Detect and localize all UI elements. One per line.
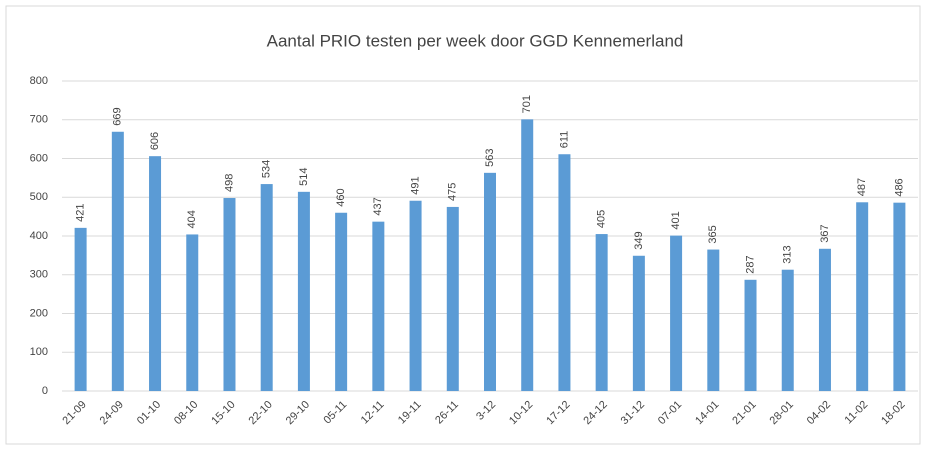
bar (595, 234, 608, 391)
data-label: 486 (893, 178, 905, 196)
data-label: 701 (521, 95, 533, 113)
bar (484, 172, 496, 391)
y-tick-label: 800 (30, 75, 48, 87)
bar (297, 191, 310, 391)
data-label: 405 (596, 210, 608, 228)
data-label: 313 (782, 245, 794, 263)
data-label: 287 (744, 255, 756, 273)
bar (558, 154, 571, 391)
bar (335, 212, 348, 391)
data-label: 365 (707, 225, 719, 243)
bar (186, 234, 199, 391)
y-tick-label: 200 (30, 307, 48, 319)
data-label: 421 (75, 204, 87, 222)
bar (372, 221, 385, 391)
bar (446, 206, 459, 391)
bar (670, 235, 683, 391)
chart-title: Aantal PRIO testen per week door GGD Ken… (267, 31, 684, 50)
bar (781, 269, 794, 391)
y-tick-label: 300 (30, 269, 48, 281)
data-label: 669 (112, 107, 124, 125)
data-label: 349 (633, 231, 645, 249)
data-label: 563 (484, 148, 496, 166)
data-label: 475 (447, 183, 459, 201)
data-label: 514 (298, 167, 310, 185)
data-label: 611 (558, 131, 570, 149)
bar (818, 248, 831, 391)
data-label: 404 (186, 210, 198, 228)
bar (632, 255, 645, 391)
data-label: 534 (261, 160, 273, 178)
data-label: 367 (819, 224, 831, 242)
bar (893, 202, 906, 391)
data-label: 498 (223, 174, 235, 192)
bar (744, 279, 757, 391)
y-tick-label: 0 (42, 385, 48, 397)
y-tick-label: 400 (30, 230, 48, 242)
y-tick-label: 700 (30, 114, 48, 126)
bar (149, 156, 162, 391)
y-tick-label: 100 (30, 346, 48, 358)
bar (260, 184, 273, 391)
data-label: 460 (335, 188, 347, 206)
bar (223, 198, 236, 391)
data-label: 491 (409, 176, 421, 194)
bar (856, 202, 869, 391)
bar (707, 249, 720, 391)
y-tick-label: 500 (30, 191, 48, 203)
y-tick-label: 600 (30, 152, 48, 164)
data-label: 401 (670, 211, 682, 229)
data-label: 487 (856, 178, 868, 196)
data-label: 606 (149, 132, 161, 150)
bar (521, 119, 534, 392)
bar (74, 227, 87, 391)
bar (409, 200, 422, 391)
bar (111, 131, 124, 391)
data-label: 437 (372, 197, 384, 215)
